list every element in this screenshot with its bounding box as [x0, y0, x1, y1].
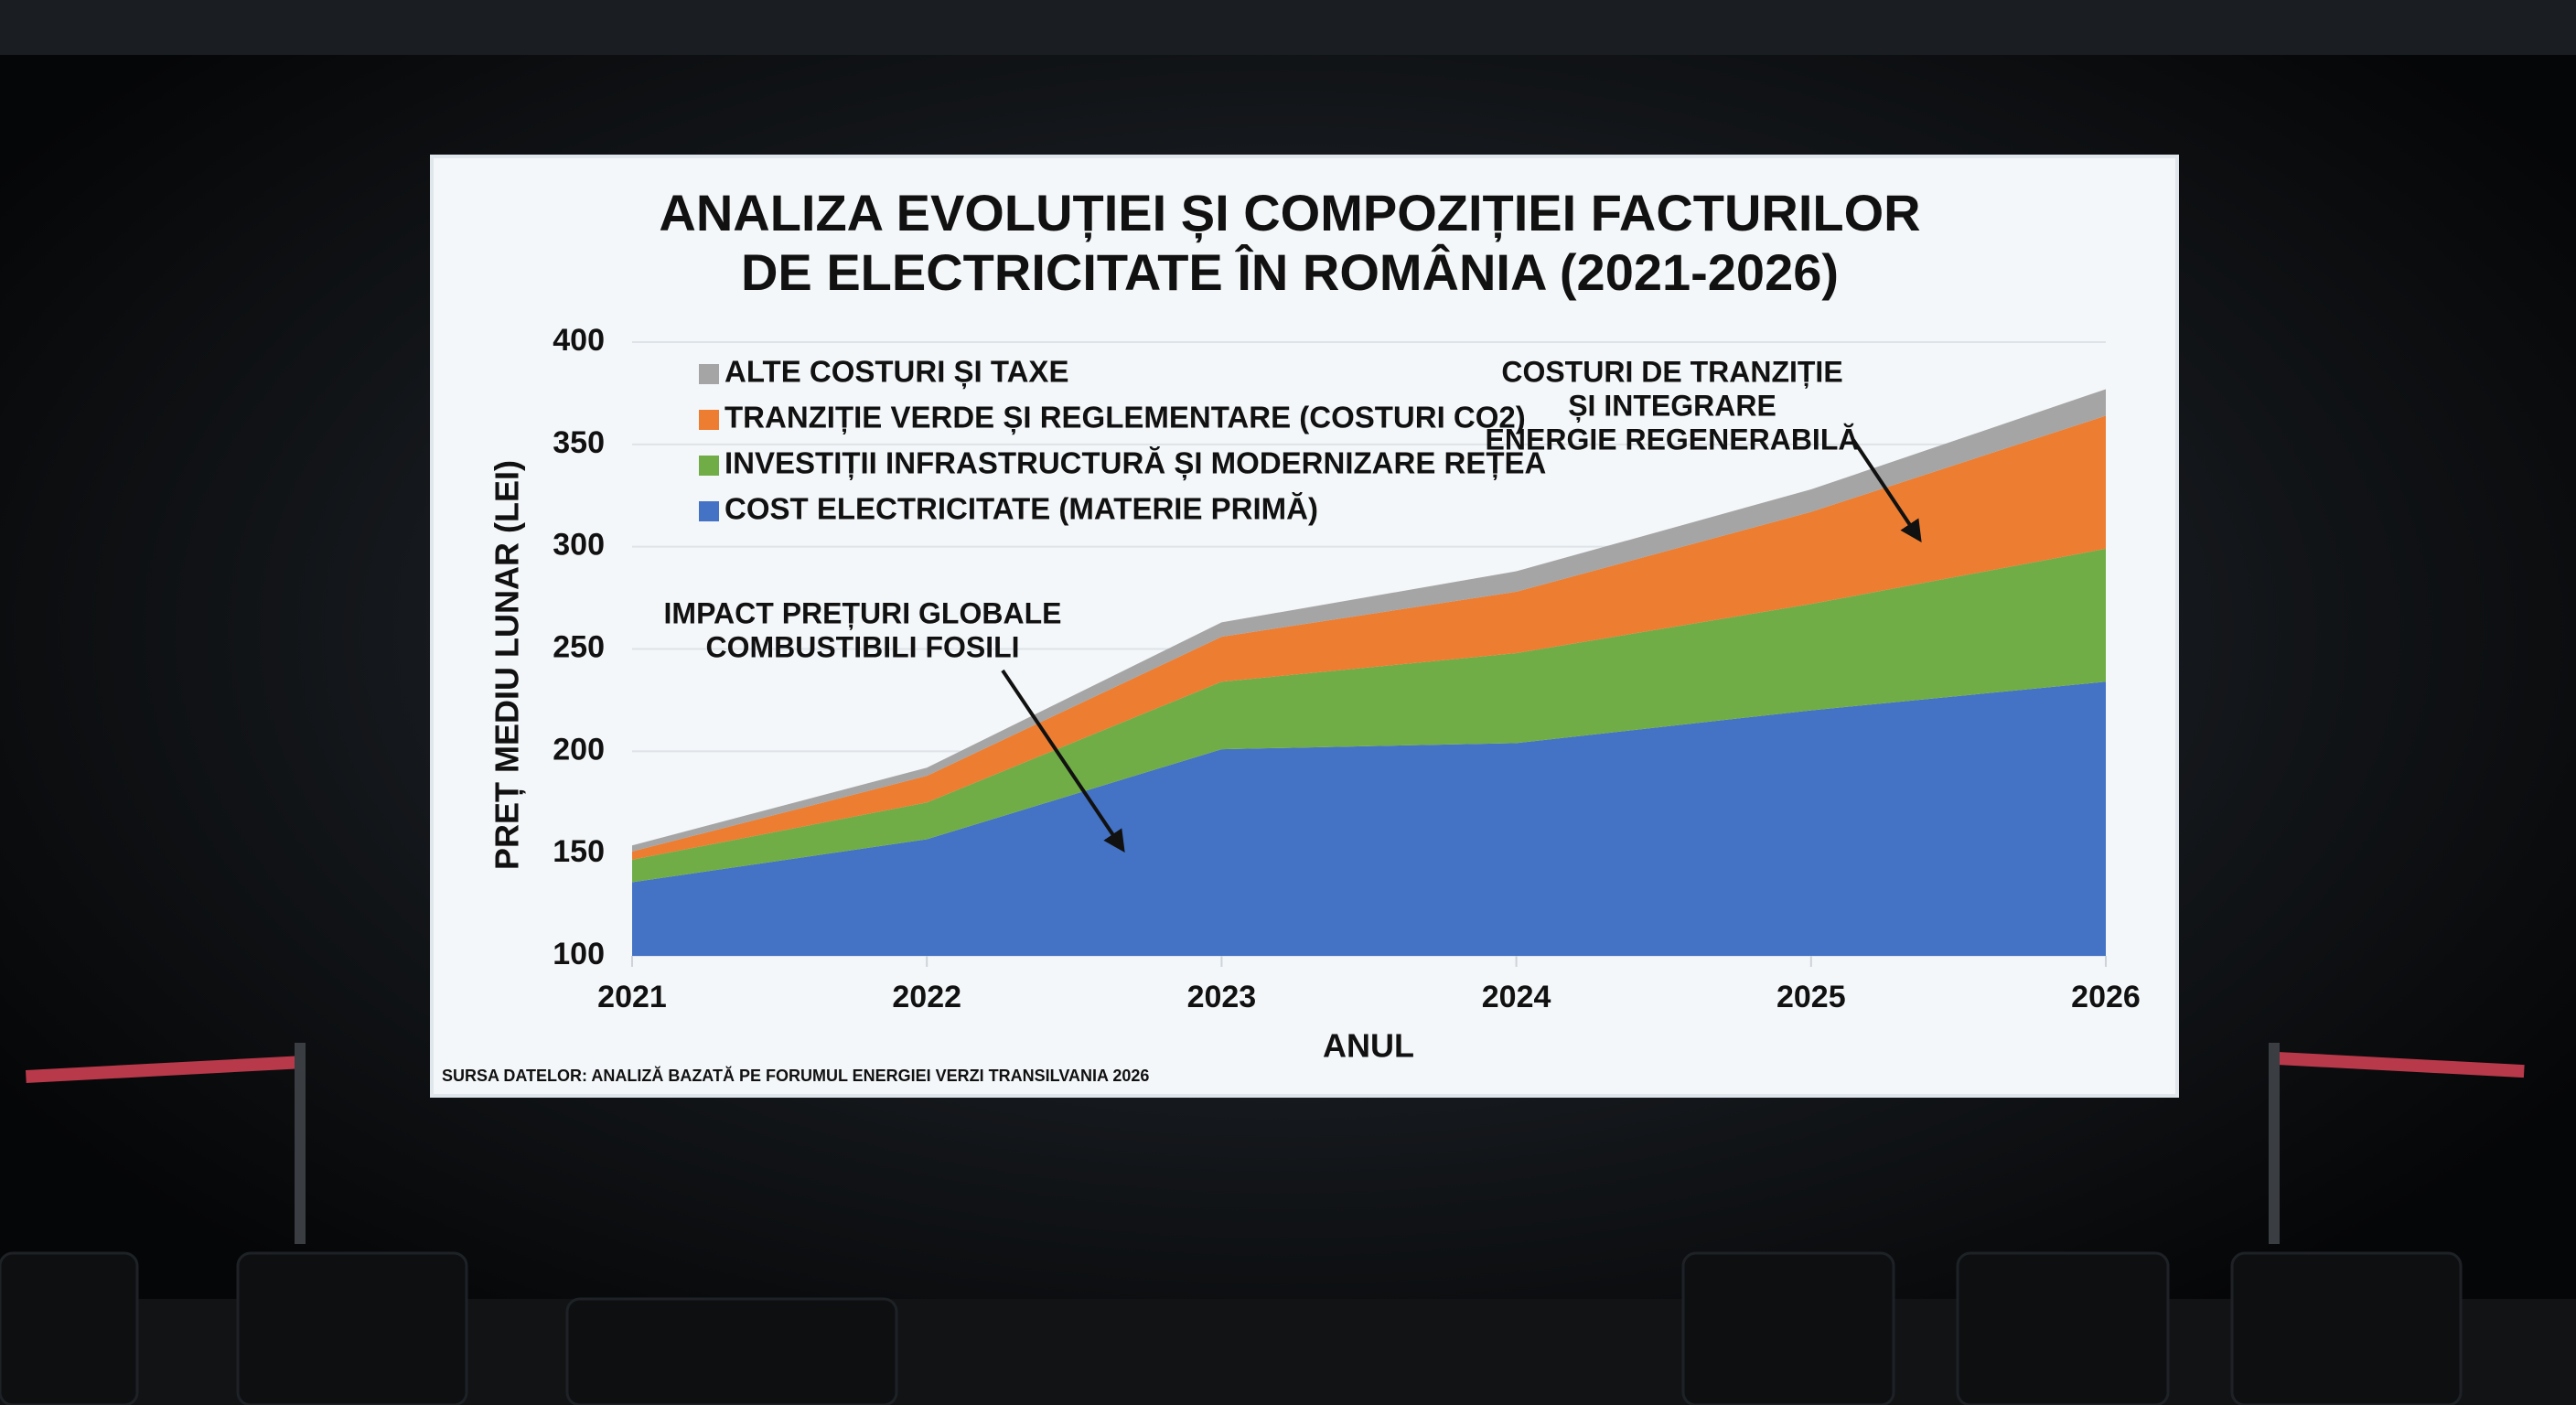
annotation-text: IMPACT PREȚURI GLOBALE — [664, 596, 1062, 629]
x-tick-label: 2025 — [1776, 980, 1846, 1014]
y-tick-label: 250 — [553, 629, 605, 664]
area — [632, 681, 2106, 956]
x-tick-label: 2021 — [597, 980, 667, 1014]
y-tick-label: 150 — [553, 834, 605, 869]
y-axis-label: PREȚ MEDIU LUNAR (LEI) — [488, 460, 526, 870]
legend-label: ALTE COSTURI ȘI TAXE — [724, 355, 1068, 390]
y-tick-label: 100 — [553, 937, 605, 971]
x-tick-label: 2024 — [1482, 980, 1551, 1014]
legend-swatch — [699, 501, 719, 521]
legend-label: TRANZIȚIE VERDE ȘI REGLEMENTARE (COSTURI… — [724, 401, 1526, 435]
x-tick-label: 2026 — [2071, 980, 2141, 1014]
area — [632, 415, 2106, 860]
barrier — [26, 1043, 2525, 1244]
chart-title: DE ELECTRICITATE ÎN ROMÂNIA (2021-2026) — [741, 243, 1839, 301]
annotation-text: COSTURI DE TRANZIȚIE — [1501, 355, 1842, 388]
source-note: SURSA DATELOR: ANALIZĂ BAZATĂ PE FORUMUL… — [442, 1066, 1149, 1085]
y-tick-label: 200 — [553, 732, 605, 767]
legend-swatch — [699, 364, 719, 384]
annotation-arrow — [1001, 669, 1125, 853]
legend-label: INVESTIȚII INFRASTRUCTURĂ ȘI MODERNIZARE… — [724, 446, 1546, 481]
legend-label: COST ELECTRICITATE (MATERIE PRIMĂ) — [724, 492, 1318, 526]
annotation-arrow — [1852, 438, 1922, 542]
y-tick-label: 300 — [553, 528, 605, 563]
ceiling — [0, 0, 2576, 55]
y-tick-label: 400 — [553, 323, 605, 358]
area — [632, 548, 2106, 883]
annotation-text: ENERGIE REGENERABILĂ — [1486, 423, 1860, 456]
annotation-text: ȘI INTEGRARE — [1568, 389, 1776, 422]
chart-title: ANALIZA EVOLUȚIEI ȘI COMPOZIȚIEI FACTURI… — [659, 184, 1920, 242]
chart: ANALIZA EVOLUȚIEI ȘI COMPOZIȚIEI FACTURI… — [442, 184, 2141, 1085]
x-tick-label: 2023 — [1187, 980, 1257, 1014]
area — [632, 389, 2106, 852]
y-tick-label: 350 — [553, 425, 605, 460]
legend-swatch — [699, 456, 719, 476]
legend-swatch — [699, 410, 719, 430]
annotation-text: COMBUSTIBILI FOSILI — [705, 630, 1019, 663]
x-axis-label: ANUL — [1323, 1027, 1414, 1065]
seats — [0, 1251, 2463, 1405]
x-tick-label: 2022 — [892, 980, 961, 1014]
